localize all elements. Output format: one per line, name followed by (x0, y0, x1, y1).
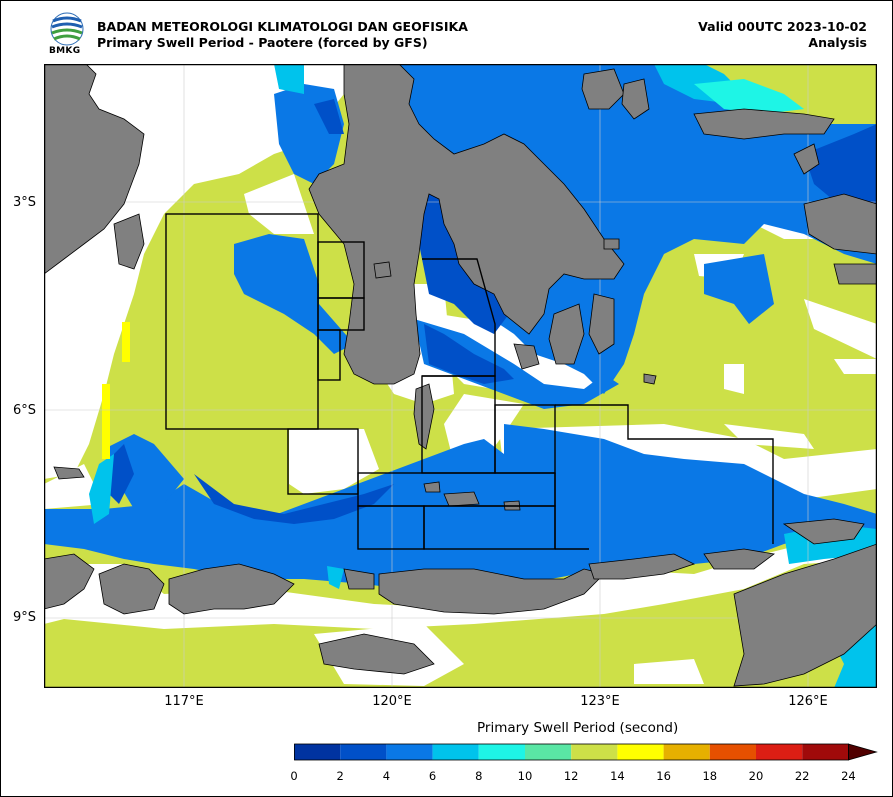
lat-label-9s: 9°S (13, 610, 37, 625)
colorbar-tick-label: 0 (290, 769, 298, 783)
lat-label-3s: 3°S (13, 195, 37, 210)
colorbar-extend-arrow (848, 743, 878, 761)
colorbar-tick-label: 2 (336, 769, 344, 783)
colorbar-segment (432, 744, 479, 760)
kalimantan-land (44, 64, 145, 275)
colorbar-segment (709, 744, 756, 760)
colorbar-segment (478, 744, 525, 760)
colorbar-tick-label: 24 (841, 769, 856, 783)
colorbar-tick-label: 18 (702, 769, 718, 783)
colorbar-tick-label: 8 (475, 769, 483, 783)
sumba-land (318, 633, 435, 675)
colorbar-tick-label: 16 (656, 769, 671, 783)
flores-land (378, 568, 605, 615)
subdomain-boxes (165, 213, 774, 550)
colorbar-segment (294, 744, 341, 760)
colorbar-tick-label: 22 (794, 769, 810, 783)
colorbar-segment (756, 744, 803, 760)
agency-title: BADAN METEOROLOGI KLIMATOLOGI DAN GEOFIS… (97, 19, 468, 34)
colorbar-segment (663, 744, 710, 760)
sumbawa-land (168, 563, 295, 615)
colorbar-segment (617, 744, 664, 760)
colorbar-segment (386, 744, 433, 760)
map-subtitle: Primary Swell Period - Paotere (forced b… (97, 35, 428, 50)
colorbar-tick-label: 12 (563, 769, 579, 783)
lon-label-126e: 126°E (788, 694, 828, 709)
period-8-10-field (694, 79, 804, 114)
colorbar-segment (340, 744, 387, 760)
colorbar-tick-label: 14 (610, 769, 625, 783)
colorbar-segment (525, 744, 572, 760)
lon-label-120e: 120°E (372, 694, 412, 709)
colorbar-segment (571, 744, 618, 760)
lon-label-123e: 123°E (580, 694, 620, 709)
colorbar (294, 743, 878, 761)
colorbar-tick-label: 6 (428, 769, 437, 783)
colorbar-title: Primary Swell Period (second) (477, 720, 679, 736)
logo-text: BMKG (49, 46, 81, 56)
valid-time: Valid 00UTC 2023-10-02 (698, 19, 867, 34)
period-14-16-field (102, 322, 130, 459)
colorbar-tick-label: 4 (382, 769, 391, 783)
analysis-label: Analysis (808, 35, 867, 50)
land-masses (44, 64, 877, 687)
colorbar-segment (802, 744, 849, 760)
lon-label-117e: 117°E (164, 694, 204, 709)
bmkg-logo-icon (50, 12, 84, 46)
colorbar-tick-label: 10 (517, 769, 533, 783)
period-2-4-field (104, 99, 877, 524)
colorbar-tick-label: 20 (748, 769, 764, 783)
sulawesi-land (308, 64, 625, 385)
lat-label-6s: 6°S (13, 403, 37, 418)
timor-land (733, 543, 877, 687)
swell-period-map (44, 64, 877, 688)
